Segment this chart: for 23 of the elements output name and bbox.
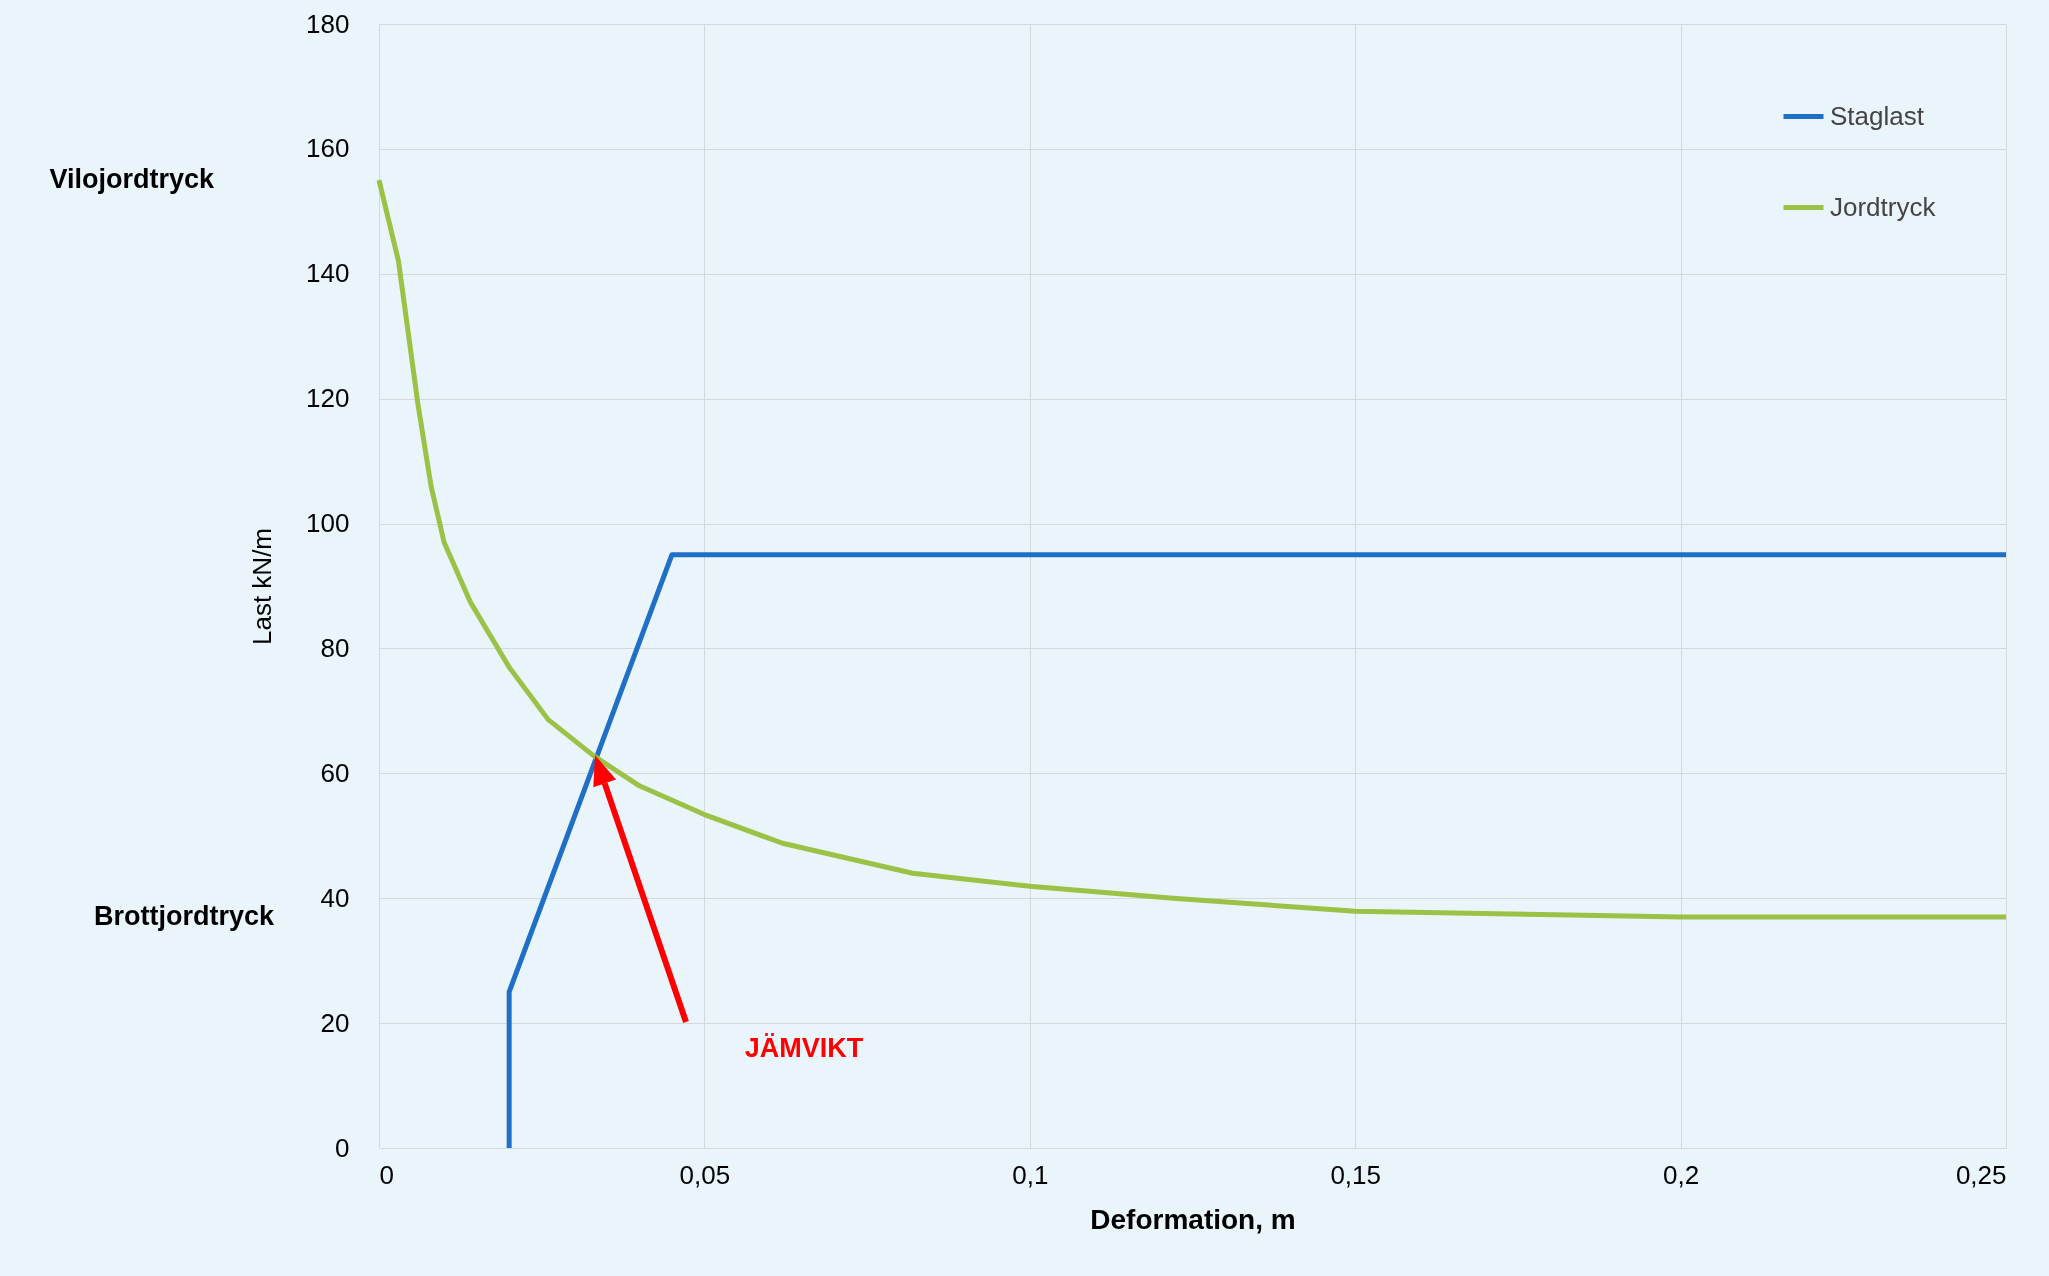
text: Vilojordtryck [49,164,215,194]
legend-label: Jordtryck [1830,191,1937,222]
y-tick-label: 120 [306,383,350,414]
text: Brottjordtryck [93,901,275,931]
legend-label: Staglast [1830,100,1925,131]
x-tick-label: 0,1 [1012,1159,1049,1190]
x-tick-label: 0,05 [679,1159,731,1190]
y-tick-label: 60 [320,757,350,788]
y-tick-label: 160 [306,133,350,164]
y-tick-label: 40 [320,882,350,913]
y-tick-label: 80 [320,632,350,663]
y-tick-label: 140 [306,258,350,289]
y-tick-label: 0 [335,1132,350,1163]
x-tick-label: 0,25 [1955,1159,2007,1190]
y-tick-label: 20 [320,1007,350,1038]
y-axis-title: Last kN/m [247,527,278,646]
x-tick-label: 0,2 [1663,1159,1700,1190]
x-tick-label: 0,15 [1330,1159,1381,1190]
y-tick-label: 100 [306,508,350,539]
x-axis-title: Deformation, m [1090,1203,1296,1235]
y-tick-label: 180 [306,8,350,39]
annotation: JÄMVIKT [744,1033,864,1063]
x-tick-label: 0 [379,1159,394,1190]
